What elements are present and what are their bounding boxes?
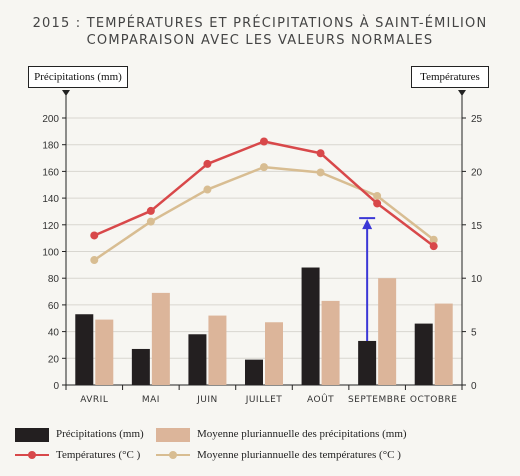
point-temp-normal	[260, 163, 268, 172]
legend-label-temp: Températures (°C )	[56, 449, 141, 461]
legend-swatch-precip-normal	[156, 428, 190, 442]
legend-marker-temp	[28, 451, 36, 459]
chart-title-line2: COMPARAISON AVEC LES VALEURS NORMALES	[86, 33, 434, 48]
legend-label-temp-normal: Moyenne pluriannuelle des températures (…	[197, 449, 401, 461]
left-tick-label: 180	[42, 141, 59, 152]
right-axis-label-box: Températures	[411, 66, 489, 88]
point-temp	[203, 159, 212, 168]
point-temp	[260, 137, 268, 146]
point-temp-normal	[316, 168, 325, 177]
point-temp	[146, 206, 155, 215]
legend-label-precip-normal: Moyenne pluriannuelle des précipitations…	[197, 428, 407, 440]
right-axis-arrow	[458, 90, 466, 96]
point-temp	[429, 242, 438, 251]
legend-label-precip: Précipitations (mm)	[56, 428, 144, 440]
point-temp	[316, 149, 325, 158]
left-axis-label-box: Précipitations (mm)	[28, 66, 128, 88]
bar-precip	[245, 359, 263, 385]
left-tick-label: 120	[42, 221, 59, 232]
right-tick-label: 25	[471, 114, 483, 125]
annotation-arrow-head	[362, 219, 373, 230]
x-tick-label: JUIN	[196, 395, 218, 405]
x-tick-label: OCTOBRE	[410, 395, 458, 405]
point-temp-normal	[146, 217, 155, 226]
left-tick-label: 100	[42, 248, 59, 259]
right-tick-label: 15	[471, 221, 483, 232]
x-tick-label: AVRIL	[80, 395, 108, 405]
left-axis-arrow	[62, 90, 70, 96]
point-temp-normal	[373, 191, 382, 200]
bar-precip	[358, 340, 377, 385]
left-tick-label: 20	[48, 354, 60, 365]
bar-precip-normal	[434, 303, 453, 385]
bar-precip-normal	[151, 292, 170, 385]
left-tick-label: 0	[53, 381, 59, 392]
left-tick-label: 160	[42, 167, 59, 178]
bar-precip	[75, 314, 94, 385]
bar-precip-normal	[265, 322, 283, 385]
chart-title-line1: 2015 : TEMPÉRATURES ET PRÉCIPITATIONS À …	[32, 16, 488, 31]
bar-precip	[301, 267, 320, 385]
right-axis-label: Températures	[420, 71, 480, 83]
point-temp	[90, 231, 99, 240]
x-tick-label: AOÛT	[307, 393, 334, 405]
point-temp-normal	[90, 256, 99, 265]
left-tick-label: 140	[42, 194, 59, 205]
bar-precip	[188, 334, 207, 385]
left-tick-label: 200	[42, 114, 59, 125]
bar-precip-normal	[95, 319, 114, 385]
right-tick-label: 5	[471, 328, 477, 339]
right-tick-label: 0	[471, 381, 477, 392]
left-axis-label: Précipitations (mm)	[34, 71, 122, 83]
point-temp-normal	[429, 235, 438, 244]
x-tick-label: MAI	[142, 395, 160, 405]
line-temp	[93, 140, 435, 248]
right-tick-label: 10	[471, 274, 483, 285]
bar-precip-normal	[378, 278, 397, 385]
point-temp	[373, 199, 382, 208]
left-tick-label: 60	[48, 301, 60, 312]
bar-precip-normal	[208, 315, 227, 385]
legend-swatch-precip	[15, 428, 49, 442]
bar-precip-normal	[321, 300, 340, 385]
left-tick-label: 40	[48, 328, 60, 339]
x-tick-label: JUILLET	[245, 395, 283, 405]
x-tick-label: SEPTEMBRE	[348, 395, 406, 405]
bar-precip	[131, 348, 150, 385]
right-tick-label: 20	[471, 167, 483, 178]
point-temp-normal	[203, 185, 212, 194]
bar-precip	[414, 323, 433, 385]
legend-marker-temp-normal	[169, 451, 177, 459]
left-tick-label: 80	[48, 274, 60, 285]
